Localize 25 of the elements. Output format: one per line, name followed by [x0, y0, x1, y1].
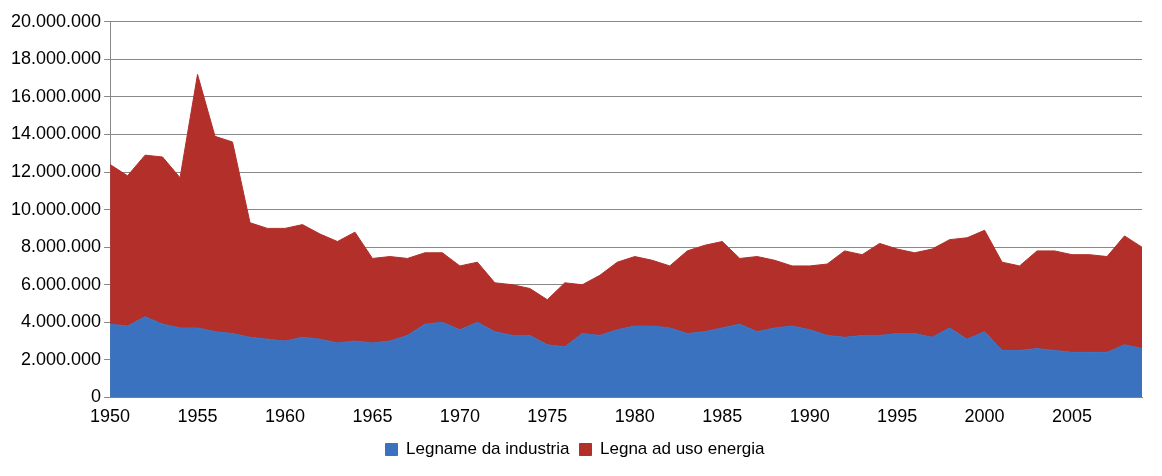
- y-tick-label: 14.000.000: [10, 123, 102, 144]
- y-tick-label: 8.000.000: [21, 236, 102, 257]
- x-tick-label: 1950: [90, 406, 131, 427]
- x-tick-label: 1985: [702, 406, 743, 427]
- x-tick-label: 2005: [1052, 406, 1093, 427]
- x-tick-label: 1990: [789, 406, 830, 427]
- y-tick-label: 20.000.000: [10, 10, 102, 31]
- y-tick-label: 12.000.000: [10, 161, 102, 182]
- x-tick-label: 2000: [964, 406, 1005, 427]
- x-tick-label: 1955: [177, 406, 218, 427]
- legend-label: Legna ad uso energia: [600, 439, 766, 459]
- x-tick-label: 1995: [877, 406, 918, 427]
- y-tick-label: 0: [91, 386, 102, 407]
- y-tick-label: 2.000.000: [21, 348, 102, 369]
- y-tick-label: 6.000.000: [21, 273, 102, 294]
- x-tick-label: 1960: [264, 406, 306, 427]
- x-tick-label: 1965: [352, 406, 393, 427]
- y-tick-label: 16.000.000: [10, 85, 102, 106]
- y-tick-label: 10.000.000: [10, 198, 102, 219]
- y-tick-label: 4.000.000: [21, 311, 102, 332]
- x-tick-label: 1970: [439, 406, 480, 427]
- x-tick-label: 1975: [527, 406, 568, 427]
- legend-label: Legname da industria: [406, 439, 571, 459]
- x-tick-label: 1980: [614, 406, 655, 427]
- y-tick-label: 18.000.000: [10, 48, 102, 69]
